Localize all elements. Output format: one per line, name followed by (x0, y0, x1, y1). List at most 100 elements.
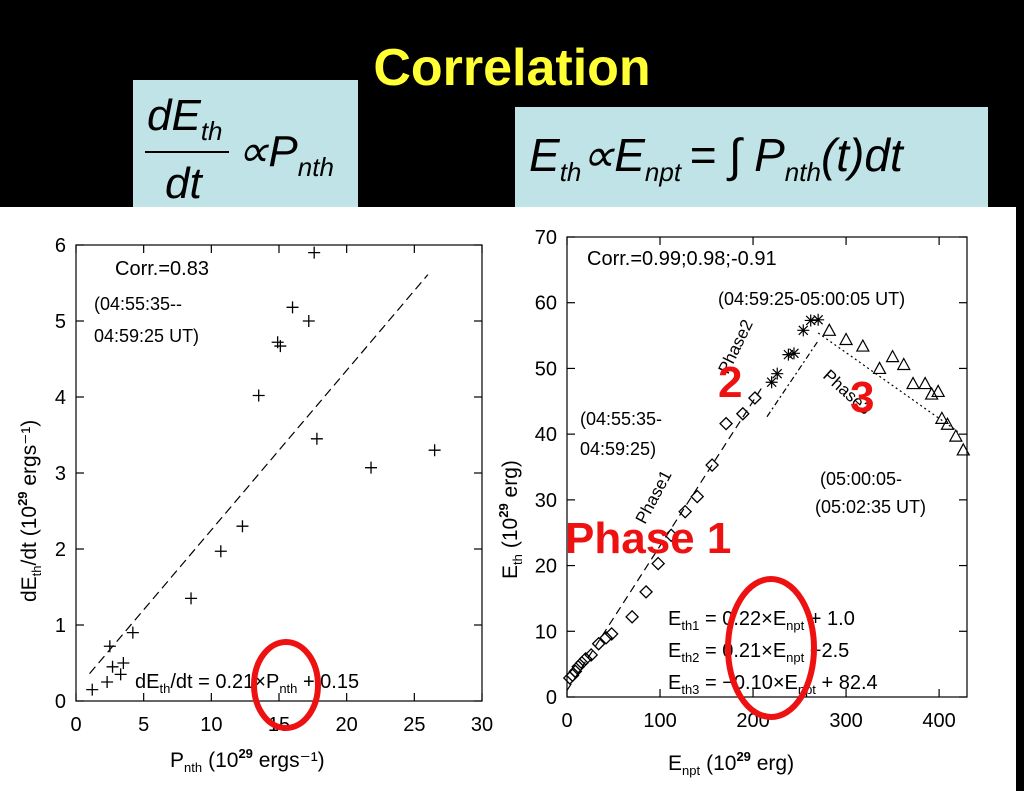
left-fit-equation: dEth/dt = 0.21×Pnth + 0.15 (135, 671, 359, 696)
right-point-phase1 (747, 391, 762, 405)
right-time-phase1-line2: 04:59:25) (580, 439, 656, 459)
left-xtick-label: 20 (336, 714, 358, 736)
formula-lhs: E (529, 129, 561, 181)
left-corr-label: Corr.=0.83 (115, 258, 209, 280)
big-phase1-label: Phase 1 (565, 514, 731, 563)
right-x-axis-label: Enpt (1029 erg) (668, 749, 794, 778)
left-data-point (236, 520, 249, 533)
formula-mid: ∝E (581, 129, 646, 181)
right-point-phase1 (591, 636, 606, 651)
right-point-phase1 (719, 416, 733, 431)
right-point-phase1 (664, 528, 679, 543)
left-x-axis-label: Pnth (1029 ergs⁻¹) (170, 746, 325, 775)
formula-rhs-sub: nth (298, 152, 334, 182)
right-fit-equations: Eth1 = 0.22×Enpt + 1.0 Eth2 = 0.21×Enpt −… (668, 608, 878, 697)
formula-mid-sub: npt (645, 157, 683, 187)
left-data-point (114, 668, 127, 681)
right-point-phase3 (940, 417, 955, 430)
left-highlight-circle (251, 639, 321, 731)
left-xtick-label: 0 (70, 714, 81, 736)
left-data-point (214, 545, 227, 558)
left-ytick-label: 4 (55, 387, 66, 409)
right-fit-line-3 (817, 332, 959, 433)
left-data-point (302, 315, 315, 327)
left-data-point (308, 246, 321, 259)
right-time-phase1-line1: (04:55:35- (580, 409, 662, 429)
formula-rhs: ∝P (237, 127, 298, 176)
formula-rhs-tail: (t)dt (821, 129, 905, 181)
right-point-phase3 (872, 361, 887, 375)
left-data-point (117, 657, 130, 669)
left-ytick-label: 5 (55, 311, 66, 333)
svg-text:Eth∝Enpt= ∫ Pnth(t)dt: Eth∝Enpt = ∫ Pnth(t)dt (529, 129, 905, 187)
right-fit-equation-3: Eth3 = −0.10×Enpt + 82.4 (668, 672, 878, 697)
left-xtick-label: 5 (138, 714, 149, 736)
right-point-phase1 (690, 489, 705, 504)
left-xtick-label: 30 (471, 714, 493, 736)
right-point-phase2 (771, 367, 784, 380)
right-point-phase3 (822, 323, 837, 336)
left-ytick-label: 0 (55, 691, 66, 713)
big-phase3-number: 3 (850, 373, 874, 422)
right-point-phase3 (918, 376, 933, 390)
right-point-phase1 (571, 659, 586, 674)
formula-rhs-sub: nth (785, 157, 821, 187)
left-ytick-label: 6 (55, 235, 66, 257)
right-ytick-label: 20 (535, 556, 557, 578)
right-point-phase1 (705, 458, 720, 472)
formula-numerator-sub: th (201, 116, 223, 146)
left-xtick-label: 25 (403, 714, 425, 736)
right-point-phase1 (574, 655, 589, 670)
right-fit-line-1 (566, 386, 763, 691)
left-y-axis-label: dEth/dt (1029 ergs⁻¹) (15, 420, 44, 602)
left-time-line2: 04:59:25 UT) (94, 326, 199, 346)
left-ytick-label: 3 (55, 463, 66, 485)
left-data-point (126, 626, 139, 639)
right-y-axis-label: Eth(1029 erg) (496, 460, 525, 579)
right-fit-equation-1: Eth1 = 0.22×Enpt + 1.0 (668, 608, 855, 633)
right-point-phase3 (948, 428, 963, 442)
right-point-phase1 (568, 664, 583, 679)
right-point-phase2 (765, 376, 778, 389)
right-time-phase3-line1: (05:00:05- (820, 469, 902, 489)
big-phase2-number: 2 (718, 358, 742, 407)
right-point-phase3 (855, 338, 870, 352)
right-xtick-label: 400 (922, 710, 955, 732)
left-data-point (103, 640, 116, 653)
svg-text:∝Pnth: ∝Pnth (237, 127, 334, 182)
right-time-phase3-line2: (05:02:35 UT) (815, 497, 926, 517)
left-data-point (428, 444, 441, 457)
right-ytick-label: 0 (546, 687, 557, 709)
right-point-phase3 (931, 384, 946, 398)
formula-lhs-sub: th (560, 157, 582, 187)
left-data-point (365, 461, 378, 474)
slide-title: Correlation (373, 39, 651, 97)
left-data-point (310, 432, 323, 445)
right-point-phase1 (584, 648, 599, 662)
right-ytick-label: 50 (535, 358, 557, 380)
right-fit-line-2 (766, 340, 819, 418)
right-highlight-circle (725, 576, 817, 720)
right-xtick-label: 300 (829, 710, 862, 732)
chart-panel: 0 5 10 15 20 25 30 0 1 2 3 4 5 6 Corr.=0.83 (04:55:35… (0, 207, 1016, 791)
right-point-phase1 (678, 504, 693, 519)
left-ytick-label: 1 (55, 615, 66, 637)
svg-text:dEth: dEth (147, 91, 223, 146)
left-time-line1: (04:55:35-- (94, 294, 182, 314)
left-data-point (106, 660, 119, 673)
right-point-phase3 (885, 349, 900, 363)
right-ytick-label: 60 (535, 293, 557, 315)
right-point-phase1 (651, 556, 666, 571)
right-point-phase1 (565, 668, 580, 683)
right-point-phase1 (735, 406, 750, 421)
right-point-phase2 (797, 324, 810, 337)
formula-numerator: dE (147, 91, 201, 140)
right-time-phase2: (04:59:25-05:00:05 UT) (718, 289, 905, 309)
right-fit-equation-2: Eth2 = 0.21×Enpt −2.5 (668, 640, 849, 665)
right-point-phase1 (625, 609, 640, 624)
right-point-phase2 (812, 313, 825, 326)
right-ytick-label: 70 (535, 227, 557, 249)
